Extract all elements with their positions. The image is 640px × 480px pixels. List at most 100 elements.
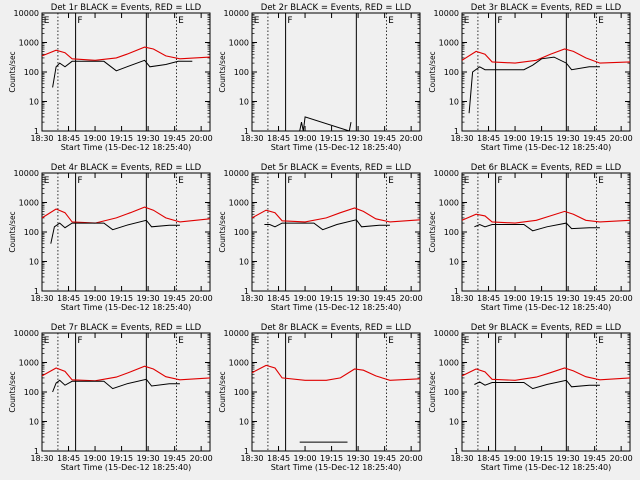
marker-letter: F — [77, 16, 82, 26]
y-tick-label: 10000 — [434, 9, 459, 18]
y-axis-label: Counts/sec — [428, 51, 437, 92]
y-tick-label: 1000 — [229, 39, 249, 48]
x-tick-label: 19:15 — [320, 134, 343, 143]
x-tick-label: 19:45 — [163, 294, 186, 303]
y-tick-label: 1000 — [229, 359, 249, 368]
x-tick-label: 19:30 — [557, 294, 580, 303]
series-line-lld — [461, 48, 631, 64]
x-tick-label: 19:00 — [294, 294, 317, 303]
x-tick-label: 18:45 — [477, 294, 500, 303]
marker-letter: E — [254, 16, 260, 26]
y-tick-label: 10 — [29, 258, 39, 267]
marker-letter: E — [388, 336, 394, 346]
x-tick-label: 19:30 — [137, 454, 160, 463]
series-line-events — [468, 56, 600, 114]
x-tick-label: 18:45 — [57, 134, 80, 143]
x-tick-label: 19:15 — [530, 454, 553, 463]
x-tick-label: 19:45 — [583, 294, 606, 303]
x-tick-label: 18:45 — [57, 454, 80, 463]
x-tick-label: 19:30 — [347, 134, 370, 143]
x-tick-label: 20:00 — [400, 134, 423, 143]
x-tick-label: 18:45 — [57, 294, 80, 303]
y-axis-label: Counts/sec — [218, 211, 227, 252]
x-axis-label: Start Time (15-Dec-12 18:25:40) — [481, 143, 612, 152]
chart-title: Det 5r BLACK = Events, RED = LLD — [261, 163, 412, 173]
y-tick-label: 100 — [234, 228, 249, 237]
x-tick-label: 19:15 — [110, 454, 133, 463]
y-tick-label: 10 — [449, 258, 459, 267]
y-tick-label: 10000 — [14, 169, 39, 178]
x-tick-label: 20:00 — [610, 134, 633, 143]
y-tick-label: 100 — [24, 388, 39, 397]
x-tick-label: 19:30 — [557, 134, 580, 143]
chart-title: Det 4r BLACK = Events, RED = LLD — [51, 163, 202, 173]
chart-title: Det 2r BLACK = Events, RED = LLD — [261, 3, 412, 13]
marker-letter: E — [44, 176, 50, 186]
x-tick-label: 18:30 — [30, 454, 53, 463]
x-tick-label: 19:30 — [347, 454, 370, 463]
marker-letter: E — [464, 16, 470, 26]
x-tick-label: 19:00 — [504, 454, 527, 463]
marker-letter: F — [497, 336, 502, 346]
x-axis-label: Start Time (15-Dec-12 18:25:40) — [271, 303, 402, 312]
y-tick-label: 10000 — [224, 9, 249, 18]
x-tick-label: 19:00 — [504, 134, 527, 143]
x-tick-label: 19:30 — [137, 294, 160, 303]
series-line-events — [474, 222, 600, 232]
series-line-events — [52, 59, 193, 88]
y-tick-label: 1 — [454, 447, 459, 456]
y-tick-label: 100 — [444, 68, 459, 77]
series-line-lld — [461, 367, 631, 381]
x-tick-label: 19:15 — [110, 134, 133, 143]
x-tick-label: 18:45 — [267, 294, 290, 303]
y-tick-label: 1000 — [229, 199, 249, 208]
x-axis-label: Start Time (15-Dec-12 18:25:40) — [61, 463, 192, 472]
y-tick-label: 100 — [444, 228, 459, 237]
x-tick-label: 20:00 — [610, 294, 633, 303]
x-tick-label: 19:45 — [163, 454, 186, 463]
plot-frame — [41, 172, 211, 292]
plot-frame — [41, 12, 211, 132]
y-tick-label: 1000 — [439, 359, 459, 368]
marker-letter: E — [44, 16, 50, 26]
marker-letter: E — [178, 16, 184, 26]
series-line-events — [52, 378, 180, 393]
y-axis-label: Counts/sec — [428, 211, 437, 252]
y-axis-label: Counts/sec — [8, 51, 17, 92]
chart-title: Det 3r BLACK = Events, RED = LLD — [471, 3, 622, 13]
x-tick-label: 19:00 — [84, 134, 107, 143]
x-tick-label: 19:00 — [294, 134, 317, 143]
y-tick-label: 10 — [239, 418, 249, 427]
y-tick-label: 10000 — [224, 169, 249, 178]
x-tick-label: 19:00 — [84, 294, 107, 303]
y-tick-label: 1000 — [439, 39, 459, 48]
plot-frame — [41, 332, 211, 452]
y-tick-label: 1 — [454, 287, 459, 296]
y-tick-label: 10000 — [434, 329, 459, 338]
series-line-lld — [251, 207, 421, 223]
y-tick-label: 1 — [34, 127, 39, 136]
x-tick-label: 19:00 — [504, 294, 527, 303]
x-tick-label: 19:15 — [320, 454, 343, 463]
x-axis-label: Start Time (15-Dec-12 18:25:40) — [61, 303, 192, 312]
y-tick-label: 10000 — [434, 169, 459, 178]
y-axis-label: Counts/sec — [218, 371, 227, 412]
marker-letter: E — [388, 176, 394, 186]
marker-letter: F — [77, 176, 82, 186]
y-tick-label: 100 — [24, 68, 39, 77]
marker-letter: F — [287, 336, 292, 346]
x-tick-label: 18:30 — [450, 454, 473, 463]
x-tick-label: 19:45 — [373, 134, 396, 143]
marker-letter: F — [287, 176, 292, 186]
y-tick-label: 1 — [244, 447, 249, 456]
x-tick-label: 19:15 — [530, 134, 553, 143]
y-tick-label: 100 — [234, 388, 249, 397]
series-line-lld — [461, 210, 631, 224]
x-tick-label: 20:00 — [190, 294, 213, 303]
x-tick-label: 19:15 — [320, 294, 343, 303]
y-tick-label: 1000 — [19, 359, 39, 368]
